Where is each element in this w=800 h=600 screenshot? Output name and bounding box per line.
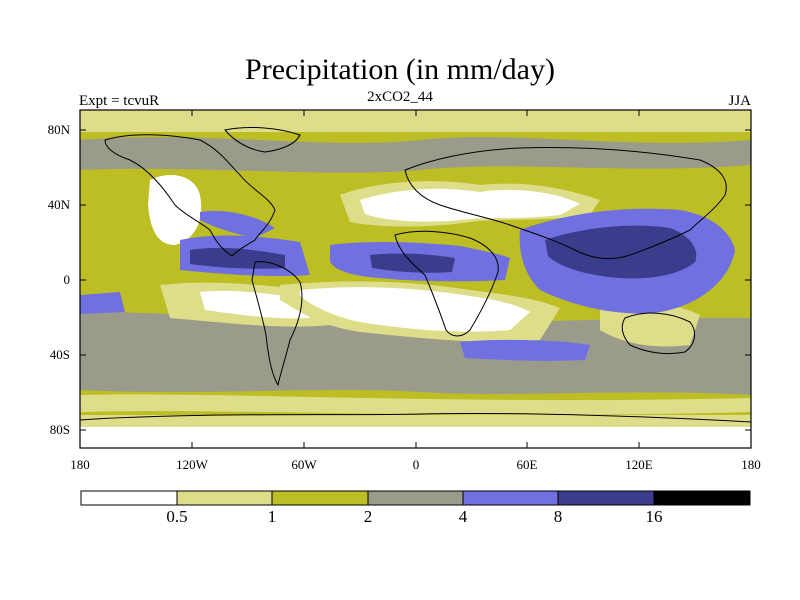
- coastline-south-america: [251, 261, 303, 387]
- precip-region-eastern-pacific-core: [190, 247, 285, 269]
- precip-region-north-america-dry: [148, 175, 202, 245]
- precip-region-arctic: [80, 110, 751, 132]
- experiment-label: Expt = tcvuR: [79, 93, 160, 109]
- map-field: [80, 110, 751, 448]
- lat-label-40n: 40N: [47, 197, 70, 212]
- precip-region-antarctic: [80, 425, 751, 448]
- lat-label-0: 0: [63, 272, 71, 287]
- colorbar-swatch: [81, 491, 177, 505]
- axis-ticks: [79, 110, 752, 448]
- colorbar-label: 1: [267, 507, 277, 526]
- precip-region-asian-monsoon-core: [545, 225, 697, 279]
- season-label: JJA: [728, 93, 751, 109]
- colorbar-label: 0.5: [166, 507, 188, 526]
- lon-label-60w: 60W: [291, 457, 317, 472]
- lon-label-180w: 180: [70, 457, 90, 472]
- precip-region-indian-ocean-south: [460, 339, 590, 361]
- coastline-antarctica: [79, 412, 752, 423]
- colorbar-label: 8: [553, 507, 563, 526]
- colorbar-label: 16: [645, 507, 663, 526]
- colorbar: [80, 490, 751, 506]
- precip-region-north-band: [80, 137, 751, 173]
- colorbar-label: 2: [363, 507, 373, 526]
- precip-region-sahara-dry: [360, 188, 580, 222]
- colorbar-swatch: [177, 491, 272, 505]
- lon-label-180e: 180: [741, 457, 761, 472]
- colorbar-swatch: [654, 491, 750, 505]
- precip-region-central-america-wet: [200, 210, 275, 238]
- lon-label-60e: 60E: [516, 457, 538, 472]
- colorbar-swatch: [368, 491, 463, 505]
- coastline-australia: [621, 312, 696, 355]
- colorbar-swatch: [272, 491, 368, 505]
- colorbar-label: 4: [458, 507, 468, 526]
- colorbar-frame: [80, 490, 751, 506]
- lon-label-120w: 120W: [176, 457, 208, 472]
- precip-region-southern-storm-track: [80, 310, 751, 395]
- lon-label-0: 0: [412, 457, 420, 472]
- coastline-africa: [394, 230, 499, 337]
- lat-label-80n: 80N: [47, 122, 70, 137]
- coastline-north-america: [104, 134, 276, 257]
- plot-subtitle: 2xCO2_44: [367, 89, 433, 105]
- precip-region-western-pacific-edge: [80, 292, 125, 314]
- lat-label-40s: 40S: [49, 347, 70, 362]
- precip-region-antarctic-edge: [80, 415, 751, 427]
- plot-title: Precipitation (in mm/day): [245, 53, 555, 86]
- colorbar-swatch: [558, 491, 654, 505]
- precip-region-southern-light: [80, 394, 751, 415]
- colorbar-swatch: [463, 491, 558, 505]
- lat-label-80s: 80S: [49, 422, 70, 437]
- precip-region-south-atlantic-dry: [300, 287, 530, 332]
- coastlines: [79, 127, 752, 423]
- coastline-eurasia: [404, 147, 727, 260]
- lon-label-120e: 120E: [625, 457, 653, 472]
- coastline-greenland: [224, 127, 301, 153]
